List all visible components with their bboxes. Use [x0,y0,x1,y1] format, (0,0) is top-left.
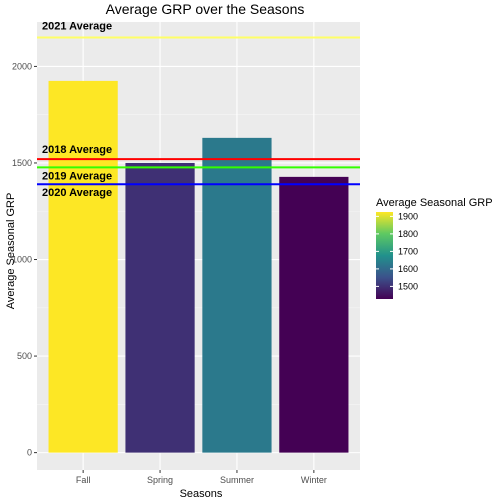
y-axis-label: Average Seasonal GRP [5,193,17,310]
legend-tick-label: 1900 [398,211,418,221]
reference-line-label: 2019 Average [42,170,112,182]
y-tick-label: 1500 [12,158,32,168]
bar-winter [279,176,349,453]
x-axis-label: Seasons [180,488,223,500]
x-tick-label: Winter [301,475,327,485]
legend-tick-label: 1700 [398,246,418,256]
bar-fall [48,80,118,453]
reference-line-label: 2021 Average [42,20,112,32]
y-axis: 0 500 1000 1500 2000 [12,61,37,458]
legend-tick-label: 1600 [398,264,418,274]
x-axis: Fall Spring Summer Winter [76,470,327,485]
legend-tick-label: 1500 [398,281,418,291]
reference-lines: 2021 Average 2018 Average 2019 Average 2020… [37,20,360,199]
legend-ticks: 1500 1600 1700 1800 1900 [376,211,418,291]
x-tick-label: Summer [220,475,254,485]
y-tick-label: 1000 [12,255,32,265]
x-tick-label: Fall [76,475,91,485]
bar-summer [202,137,272,453]
bars [48,80,349,453]
reference-line-label: 2020 Average [42,187,112,199]
bar-spring [125,162,195,453]
legend: Average Seasonal GRP 1500 1600 1700 1800 190… [376,197,493,299]
y-tick-label: 0 [27,448,32,458]
x-tick-label: Spring [147,475,173,485]
y-tick-label: 2000 [12,61,32,71]
reference-line-label: 2018 Average [42,144,112,156]
chart-title: Average GRP over the Seasons [106,1,305,17]
legend-tick-label: 1800 [398,229,418,239]
legend-title: Average Seasonal GRP [376,197,493,209]
y-tick-label: 500 [17,351,32,361]
legend-colorbar [376,212,393,299]
